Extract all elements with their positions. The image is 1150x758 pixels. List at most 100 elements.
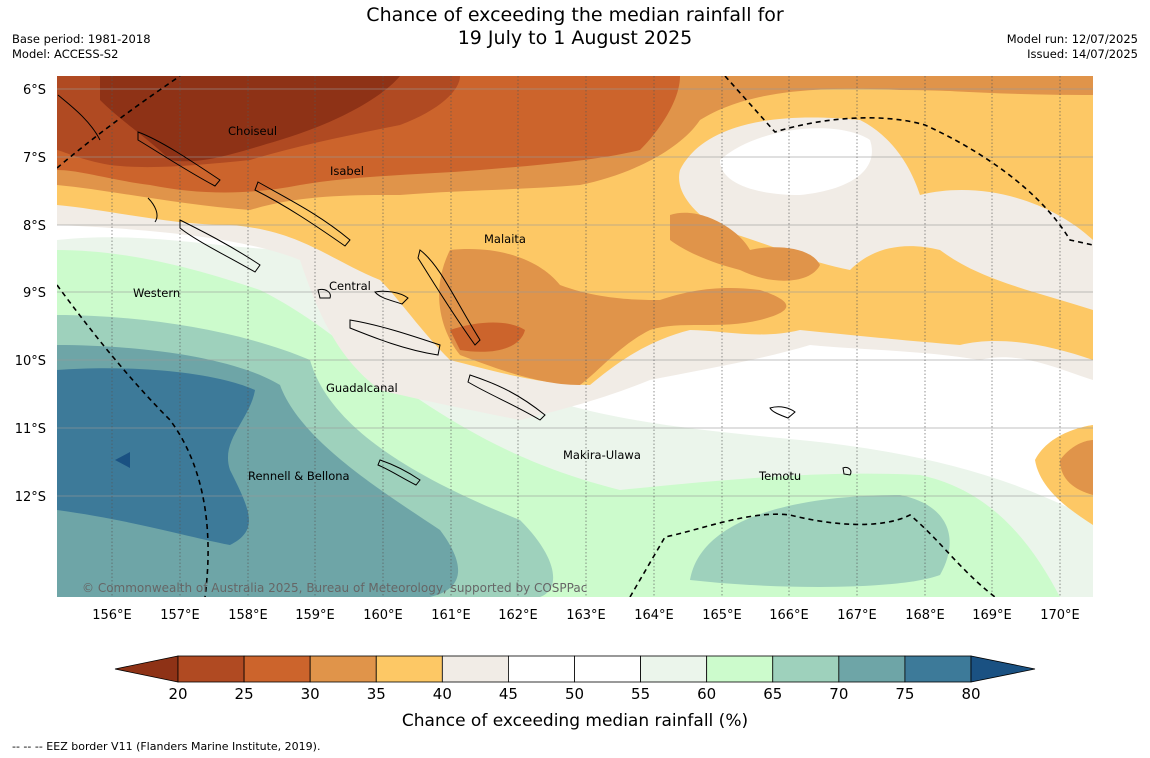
region-label-makira-ulawa: Makira-Ulawa <box>563 448 641 462</box>
colorbar-segment <box>508 655 575 683</box>
choiseul-island <box>137 131 221 187</box>
title-line-1: Chance of exceeding the median rainfall … <box>366 4 784 26</box>
colorbar-segment <box>375 655 443 683</box>
colorbar-segment <box>904 655 972 683</box>
eez-footnote: -- -- -- EEZ border V11 (Flanders Marine… <box>12 740 321 753</box>
colorbar-tick-label: 70 <box>829 685 848 703</box>
new-georgia-island <box>179 219 261 273</box>
rennell-island <box>377 459 421 486</box>
model-name: Model: ACCESS-S2 <box>12 47 119 61</box>
lon-label: 169°E <box>972 608 1012 623</box>
region-labels: Choiseul Isabel Malaita Central Western … <box>133 124 801 483</box>
model-run-date: Model run: 12/07/2025 <box>1006 32 1138 46</box>
region-label-malaita: Malaita <box>484 232 526 246</box>
colorbar-tick-label: 50 <box>565 685 584 703</box>
colorbar-segment <box>838 655 906 683</box>
band-35-e2 <box>670 212 820 281</box>
lon-label: 163°E <box>566 608 606 623</box>
band-20 <box>100 76 400 162</box>
lat-label: 7°S <box>23 151 46 166</box>
region-label-guadalcanal: Guadalcanal <box>326 381 398 395</box>
copyright-notice: © Commonwealth of Australia 2025, Bureau… <box>82 581 587 595</box>
lon-label: 167°E <box>837 608 877 623</box>
colorbar-segment <box>574 655 641 683</box>
colorbar: 20 25 30 35 40 45 50 55 60 65 70 75 80 <box>114 655 1036 703</box>
eez-border <box>57 76 1093 597</box>
lat-gridlines <box>57 88 1093 497</box>
malaita-island <box>417 249 481 346</box>
region-label-isabel: Isabel <box>330 164 364 178</box>
lon-gridlines <box>111 76 1061 597</box>
lon-axis-labels: 156°E 157°E 158°E 159°E 160°E 161°E 162°… <box>92 608 1080 623</box>
lon-label: 170°E <box>1040 608 1080 623</box>
base-period: Base period: 1981-2018 <box>12 32 151 46</box>
lat-label: 9°S <box>23 286 46 301</box>
temotu-islands <box>769 406 852 476</box>
colorbar-extend-high <box>970 655 1036 683</box>
colorbar-segment <box>441 655 509 683</box>
colorbar-tick-label: 80 <box>961 685 980 703</box>
region-label-rennell-bellona: Rennell & Bellona <box>248 469 350 483</box>
lon-label: 160°E <box>363 608 403 623</box>
colorbar-segment <box>706 655 774 683</box>
chart-title: Chance of exceeding the median rainfall … <box>0 4 1150 50</box>
lat-label: 10°S <box>15 354 46 369</box>
lon-label: 162°E <box>498 608 538 623</box>
band-35-center <box>439 249 787 385</box>
band-35-ne <box>880 76 1093 95</box>
band-30-center <box>450 322 525 352</box>
lon-label: 158°E <box>228 608 268 623</box>
colorbar-segment <box>243 655 311 683</box>
lon-label: 165°E <box>702 608 742 623</box>
colorbar-segment <box>177 655 245 683</box>
colorbar-tick-label: 30 <box>301 685 320 703</box>
colorbar-tick-label: 40 <box>433 685 452 703</box>
colorbar-extend-low <box>114 655 179 683</box>
lat-axis-labels: 6°S 7°S 8°S 9°S 10°S 11°S 12°S <box>15 83 46 505</box>
lon-label: 156°E <box>92 608 132 623</box>
model-info: Base period: 1981-2018 Model: ACCESS-S2 <box>12 32 151 62</box>
region-label-western: Western <box>133 286 180 300</box>
lon-label: 157°E <box>160 608 200 623</box>
islands <box>57 94 852 486</box>
issued-date: Issued: 14/07/2025 <box>1027 47 1138 61</box>
lon-label: 168°E <box>905 608 945 623</box>
lat-label: 11°S <box>15 422 46 437</box>
band-85 <box>115 452 130 468</box>
colorbar-tick-label: 65 <box>763 685 782 703</box>
colorbar-tick-label: 25 <box>235 685 254 703</box>
lon-label: 159°E <box>295 608 335 623</box>
colorbar-tick-label: 60 <box>697 685 716 703</box>
colorbar-tick-label: 55 <box>631 685 650 703</box>
run-info: Model run: 12/07/2025 Issued: 14/07/2025 <box>1007 32 1138 62</box>
band-30-se <box>1060 440 1093 495</box>
colorbar-segment <box>772 655 840 683</box>
colorbar-tick-label: 45 <box>499 685 518 703</box>
region-label-choiseul: Choiseul <box>228 124 277 138</box>
lon-label: 164°E <box>634 608 674 623</box>
band-50-center <box>720 128 872 195</box>
colorbar-tick-label: 75 <box>895 685 914 703</box>
title-line-2: 19 July to 1 August 2025 <box>457 27 693 49</box>
colorbar-segment <box>640 655 708 683</box>
colorbar-tick-label: 20 <box>168 685 187 703</box>
lon-label: 161°E <box>431 608 471 623</box>
lat-label: 8°S <box>23 219 46 234</box>
band-70-east <box>690 495 950 587</box>
colorbar-segment <box>309 655 377 683</box>
lat-label: 6°S <box>23 83 46 98</box>
lon-label: 166°E <box>769 608 809 623</box>
colorbar-title: Chance of exceeding median rainfall (%) <box>402 711 748 731</box>
central-islands <box>317 289 409 305</box>
guadalcanal-island <box>349 319 441 356</box>
western-islets <box>57 94 158 223</box>
lat-label: 12°S <box>15 490 46 505</box>
isabel-island <box>254 181 351 247</box>
region-label-central: Central <box>329 279 371 293</box>
makira-island <box>467 374 546 421</box>
map-fill <box>57 76 1093 597</box>
region-label-temotu: Temotu <box>758 469 801 483</box>
band-80 <box>57 368 255 545</box>
colorbar-tick-label: 35 <box>367 685 386 703</box>
